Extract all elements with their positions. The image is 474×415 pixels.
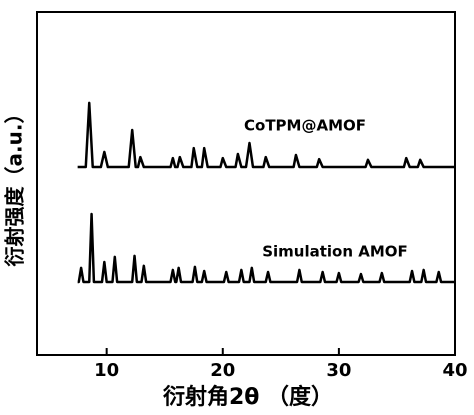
x-tick-label: 10 (94, 360, 119, 381)
line-series (77, 212, 455, 284)
y-axis-label: 衍射强度（a.u.） (3, 104, 27, 267)
annotation: CoTPM@AMOF (244, 117, 366, 135)
line-series (77, 101, 455, 169)
annotation: Simulation AMOF (262, 243, 408, 261)
x-tick-label: 40 (442, 360, 467, 381)
plot-frame (36, 11, 456, 356)
x-tick-label: 20 (210, 360, 235, 381)
x-tick-label: 30 (326, 360, 351, 381)
x-axis-label: 衍射角2θ （度） (163, 384, 333, 410)
